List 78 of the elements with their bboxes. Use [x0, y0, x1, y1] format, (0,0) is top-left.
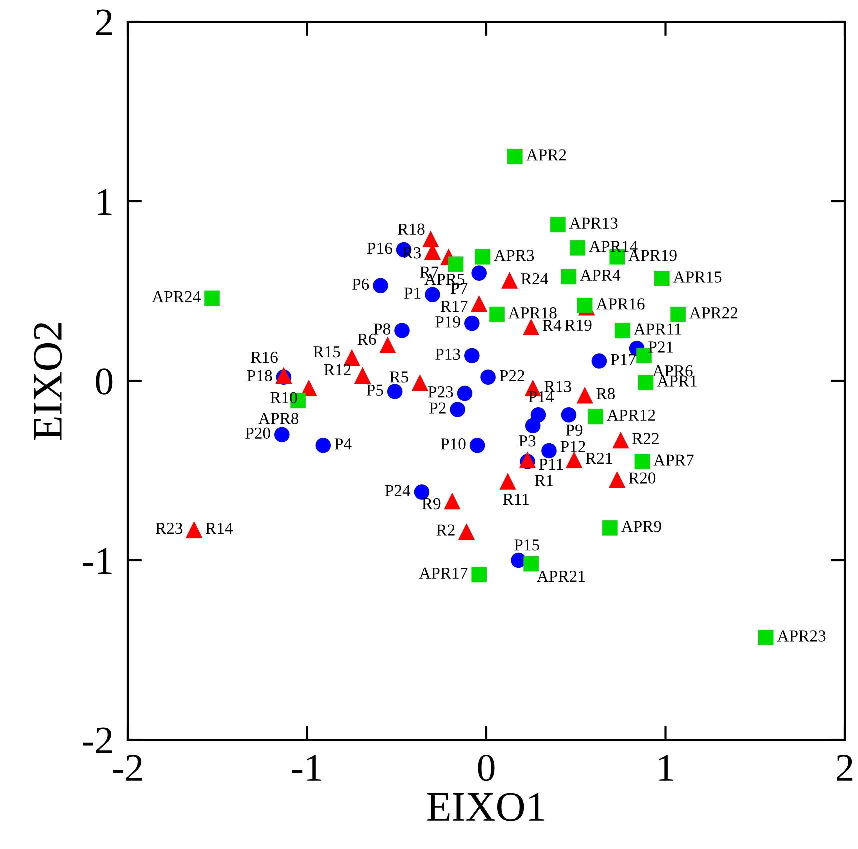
annotation: APR19: [628, 250, 677, 262]
annotation: R19: [565, 320, 592, 332]
annotation: P21: [648, 342, 674, 353]
annotation: APR13: [569, 218, 618, 230]
annotation: R15: [314, 346, 340, 358]
annotation: APR12: [607, 410, 656, 421]
y-tick-label: 1: [98, 189, 112, 215]
annotation: R4: [542, 320, 562, 332]
annotation: APR16: [596, 298, 645, 310]
annotation: P3: [519, 436, 536, 447]
annotation: R13: [544, 381, 572, 392]
annotation: APR23: [777, 630, 826, 642]
annotation: R14: [206, 522, 233, 534]
x-tick-label: 0: [478, 755, 495, 782]
annotation: P24: [385, 485, 411, 496]
annotation: R2: [436, 524, 455, 536]
x-tick-label: -2: [113, 755, 142, 781]
annotation: P23: [428, 386, 454, 398]
y-axis-title: EIXO2: [34, 323, 62, 440]
annotation: R20: [628, 472, 656, 484]
annotation: P2: [430, 402, 446, 414]
annotation: P1: [404, 288, 421, 299]
x-tick-label: -1: [292, 755, 322, 781]
annotation: APR24: [152, 291, 201, 302]
x-axis-title: EIXO1: [428, 793, 544, 822]
annotation: R24: [521, 273, 548, 284]
annotation: APR1: [657, 376, 697, 387]
y-tick-label: -1: [83, 548, 112, 574]
annotation: R9: [422, 498, 441, 510]
annotation: R5: [390, 372, 408, 383]
annotation: P12: [560, 441, 586, 452]
annotation: P4: [334, 438, 352, 450]
x-tick-label: 2: [836, 755, 853, 781]
annotation: APR3: [494, 250, 534, 262]
annotation: P10: [440, 438, 466, 450]
annotation: APR18: [508, 308, 557, 319]
annotation: R21: [586, 452, 612, 464]
annotation: APR6: [652, 366, 693, 377]
annotation: APR2: [526, 150, 566, 161]
y-tick-label: -2: [83, 728, 112, 754]
annotation: P5: [366, 384, 384, 396]
annotation: P15: [514, 540, 540, 551]
annotation: R12: [324, 364, 351, 376]
annotation: P7: [451, 283, 468, 294]
annotation: P8: [374, 324, 391, 335]
annotation: R22: [632, 433, 659, 444]
annotation: P11: [539, 458, 564, 470]
annotation: P17: [611, 354, 636, 366]
annotation: P18: [247, 370, 272, 382]
annotation: R18: [398, 224, 425, 236]
annotation: APR7: [654, 454, 694, 466]
annotation: P19: [436, 316, 460, 328]
y-tick-label: 2: [96, 10, 112, 36]
annotation: APR17: [419, 568, 468, 579]
annotation: P14: [528, 391, 554, 402]
annotation: APR14: [589, 241, 638, 252]
annotation: APR8: [258, 413, 299, 424]
annotation: APR9: [621, 521, 662, 532]
annotation: P20: [246, 428, 270, 440]
annotation: R23: [156, 522, 183, 534]
annotation: P22: [500, 370, 524, 382]
annotation: R11: [503, 494, 529, 505]
x-tick-label: 1: [659, 755, 674, 781]
annotation: APR15: [673, 272, 722, 283]
annotation: P9: [566, 424, 583, 436]
annotation: R16: [251, 352, 278, 364]
annotation: P13: [436, 348, 460, 360]
annotation: R1: [535, 475, 554, 486]
annotation: APR21: [537, 570, 585, 582]
annotation: R8: [596, 388, 616, 400]
annotation: P16: [367, 242, 392, 254]
annotation: APR22: [690, 308, 738, 319]
annotation: APR4: [580, 270, 621, 281]
annotation: APR11: [634, 324, 682, 335]
annotation: P6: [352, 278, 370, 290]
y-tick-label: 0: [96, 368, 113, 395]
annotation: R17: [440, 300, 468, 312]
annotation: R6: [358, 334, 376, 346]
